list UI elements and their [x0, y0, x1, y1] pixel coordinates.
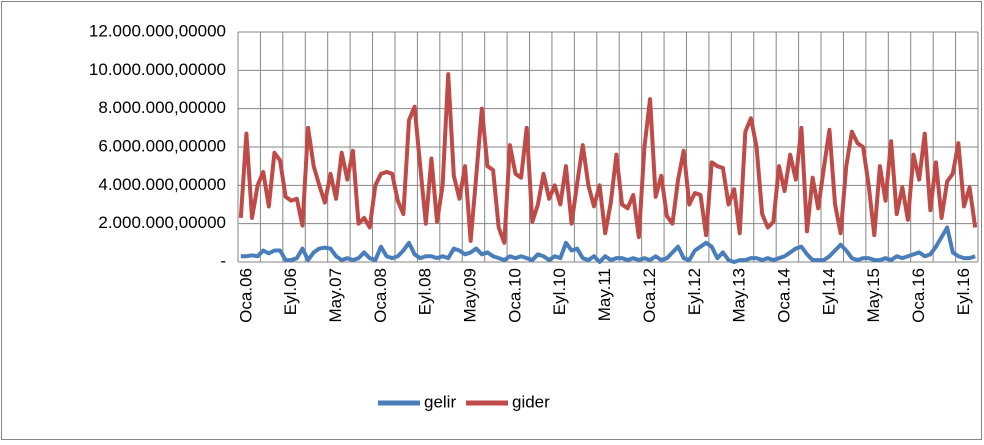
x-tick-label: Eyl.14 — [819, 268, 838, 315]
x-tick-label: May.11 — [595, 268, 614, 321]
x-tick-label: May.13 — [730, 268, 749, 323]
legend-label: gelir — [424, 392, 456, 411]
x-tick-label: May.09 — [461, 268, 480, 323]
x-tick-label: Eyl.08 — [416, 268, 435, 315]
line-series — [240, 225, 976, 264]
x-tick-label: Oca.16 — [909, 268, 928, 323]
x-tick-label: May.15 — [864, 268, 883, 323]
x-tick-label: Oca.10 — [505, 268, 524, 323]
x-tick-label: Oca.12 — [640, 268, 659, 323]
y-tick-label: - — [220, 251, 226, 270]
y-tick-label: 12.000.000,00000 — [89, 21, 226, 40]
x-tick-label: Eyl.12 — [685, 268, 704, 315]
x-tick-label: May.07 — [326, 268, 345, 323]
line-series — [238, 72, 978, 245]
x-tick-label: Oca.14 — [774, 268, 793, 323]
x-tick-label: Oca.08 — [371, 268, 390, 323]
legend-label: gider — [512, 392, 550, 411]
x-tick-label: Eyl.16 — [954, 268, 973, 315]
y-tick-label: 2.000.000,00000 — [98, 213, 226, 232]
y-tick-label: 4.000.000,00000 — [98, 175, 226, 194]
x-tick-label: Oca.06 — [236, 268, 255, 323]
y-tick-label: 10.000.000,00000 — [89, 60, 226, 79]
x-tick-label: Eyl.06 — [281, 268, 300, 315]
y-tick-label: 6.000.000,00000 — [98, 136, 226, 155]
x-tick-label: Eyl.10 — [550, 268, 569, 315]
y-tick-label: 8.000.000,00000 — [98, 98, 226, 117]
